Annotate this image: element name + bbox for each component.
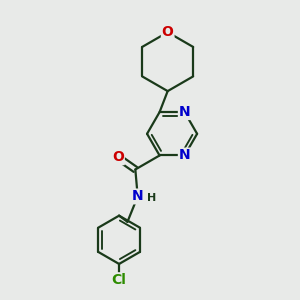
Text: O: O [112, 150, 124, 164]
Text: N: N [132, 190, 143, 203]
Text: N: N [179, 105, 190, 119]
Text: O: O [162, 25, 174, 39]
Text: H: H [147, 193, 156, 203]
Text: Cl: Cl [112, 273, 127, 287]
Text: N: N [179, 148, 190, 163]
